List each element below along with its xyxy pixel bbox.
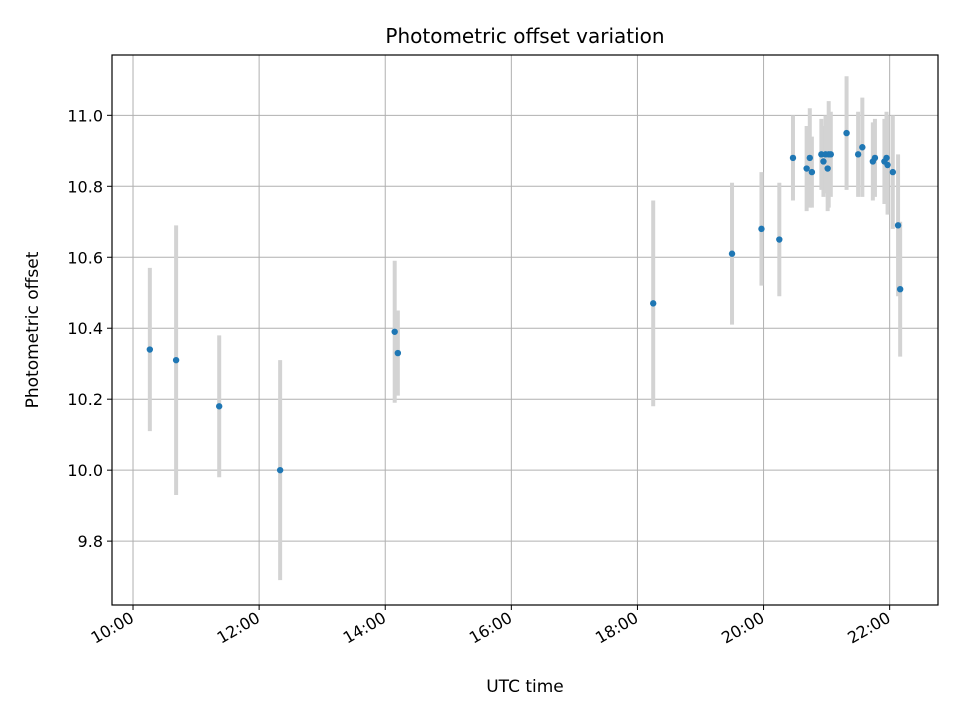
data-point [843, 129, 850, 137]
data-point [650, 300, 657, 307]
data-points [146, 129, 904, 474]
data-point [789, 154, 797, 162]
data-point [896, 285, 904, 293]
data-point [776, 236, 783, 243]
data-point [806, 154, 813, 162]
plot-frame [111, 54, 939, 606]
y-tick-label: 9.8 [78, 532, 103, 551]
y-tick-label: 10.0 [67, 461, 103, 480]
data-point [894, 222, 902, 229]
data-point [803, 165, 810, 172]
data-point [758, 225, 765, 233]
y-axis-label: Photometric offset [23, 251, 43, 408]
data-point [854, 151, 862, 158]
data-point [827, 151, 835, 158]
data-point [820, 158, 827, 165]
y-tick-label: 10.4 [67, 319, 103, 338]
data-point [172, 356, 180, 364]
data-point [394, 349, 402, 357]
data-point [883, 154, 890, 162]
grid-lines [112, 55, 938, 605]
y-axis-ticks: 9.8 10.0 10.2 10.4 10.6 10.8 11.0 [67, 106, 112, 551]
data-point [391, 328, 398, 335]
data-point [808, 168, 816, 176]
data-point [728, 250, 736, 257]
data-point [859, 144, 866, 151]
data-point [889, 168, 897, 176]
y-tick-label: 10.2 [67, 390, 103, 409]
x-axis-label: UTC time [486, 677, 564, 697]
data-point [871, 154, 879, 162]
data-point [215, 403, 223, 410]
y-tick-label: 10.8 [67, 177, 103, 196]
data-point [146, 346, 154, 353]
data-point [884, 161, 891, 169]
y-tick-label: 10.6 [67, 248, 103, 267]
data-point [276, 466, 284, 474]
chart-title: Photometric offset variation [385, 24, 664, 48]
y-tick-label: 11.0 [67, 106, 103, 125]
data-point [824, 165, 831, 172]
